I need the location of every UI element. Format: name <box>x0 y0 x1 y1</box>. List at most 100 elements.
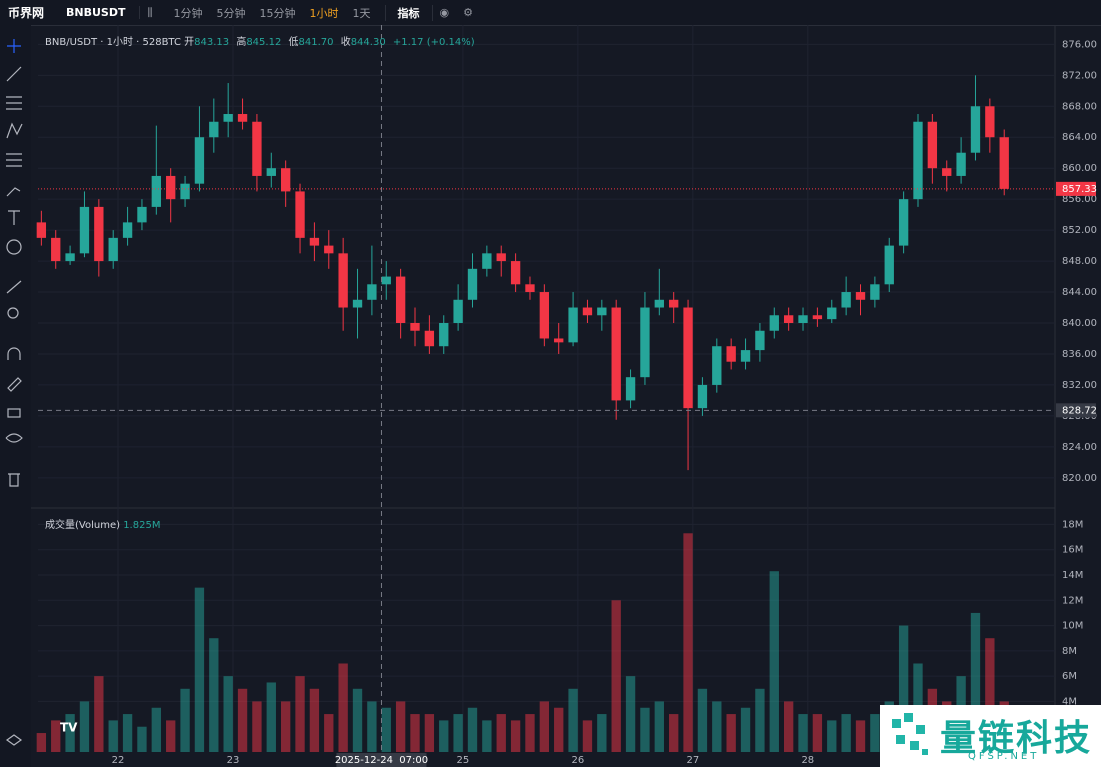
volume-bar <box>769 571 779 752</box>
y-tick-label: 876.00 <box>1062 39 1097 50</box>
candle-body <box>726 346 736 362</box>
candle-body <box>654 299 664 308</box>
volume-bar <box>65 714 75 752</box>
volume-bar <box>223 676 233 752</box>
watermark: 量链科技 QFSP.NET <box>880 705 1101 767</box>
watermark-title: 量链科技 <box>940 718 1093 759</box>
volume-bar <box>855 720 866 752</box>
volume-bar <box>525 714 535 752</box>
candle-body <box>841 292 851 308</box>
candle-body <box>568 307 578 343</box>
volume-bar <box>482 720 492 752</box>
volume-bar <box>410 714 420 752</box>
interval[interactable]: 15分钟 <box>259 6 296 20</box>
candle-body <box>338 253 348 308</box>
candle-body <box>625 377 636 401</box>
y-tick-label: 856.00 <box>1062 194 1097 205</box>
watermark-logo <box>892 713 928 755</box>
volume-bar <box>898 625 909 752</box>
candle-body <box>740 350 751 362</box>
volume-bar <box>266 682 276 752</box>
y-tick-label: 864.00 <box>1062 132 1097 143</box>
crosshair-time-box <box>336 753 427 767</box>
legend-value: 841.70 <box>298 37 334 48</box>
candle-body <box>597 307 607 316</box>
volume-bar <box>137 726 147 752</box>
candle-body <box>956 152 966 176</box>
watermark-site: QFSP.NET <box>968 751 1040 762</box>
volume-bar <box>395 701 406 752</box>
intervals: 1分钟 5分钟 15分钟 1小时 1天 <box>160 5 385 21</box>
volume-bar <box>755 688 765 752</box>
volume-bar <box>697 688 708 752</box>
candle-body <box>280 168 291 192</box>
candle-body <box>554 338 564 343</box>
candle-body <box>79 206 90 254</box>
candle-body <box>453 299 463 324</box>
candle-body <box>295 191 305 238</box>
interval[interactable]: 1小时 <box>309 6 339 20</box>
candle-body <box>137 206 147 223</box>
chart-type[interactable]: ⫼ <box>147 5 153 19</box>
volume-bar <box>424 714 435 752</box>
indicators[interactable]: 指标 <box>384 4 433 21</box>
candle-body <box>640 307 650 378</box>
volume-bar <box>467 707 478 752</box>
volume-bar <box>453 714 463 752</box>
legend-label: 开 <box>184 37 195 48</box>
volume-bar <box>985 638 995 752</box>
candle-body <box>395 276 406 324</box>
candle-body <box>539 292 550 339</box>
candle-body <box>166 175 176 200</box>
volume-bar <box>539 701 550 752</box>
tv-logo: TV <box>60 721 78 735</box>
volume-tick-label: 12M <box>1062 595 1083 606</box>
candle-body <box>209 121 219 138</box>
candle-body <box>812 315 823 320</box>
interval[interactable]: 5分钟 <box>216 6 246 20</box>
y-tick-label: 868.00 <box>1062 101 1097 112</box>
candle-body <box>884 245 894 285</box>
volume-bar <box>510 720 521 752</box>
volume-bar <box>122 714 133 752</box>
legend: BNB/USDT · 1小时 · 528BTC 开843.13 高845.12 … <box>45 33 479 48</box>
candle-body <box>108 237 118 262</box>
candle-body <box>439 323 449 347</box>
volume-bar <box>94 676 104 752</box>
candle-body <box>870 284 880 300</box>
volume-bar <box>611 600 621 752</box>
candle-body <box>611 307 621 401</box>
side-toolbar <box>0 25 31 767</box>
candle-body <box>970 106 981 153</box>
volume-tick-label: 4M <box>1062 696 1077 707</box>
volume-bar <box>640 707 650 752</box>
x-tick-label: 26 <box>572 755 585 766</box>
interval[interactable]: 1分钟 <box>173 6 203 20</box>
candle-body <box>683 307 693 409</box>
volume-bar <box>108 720 118 752</box>
candle-body <box>913 121 923 200</box>
candle-body <box>783 315 794 324</box>
candle-body <box>65 253 75 262</box>
candle-body <box>525 284 535 293</box>
volume-bar <box>151 707 161 752</box>
candle-body <box>712 346 722 385</box>
candle-body <box>352 299 363 308</box>
candle-body <box>999 137 1009 189</box>
settings[interactable]: ⚙ <box>463 6 474 19</box>
y-tick-label: 852.00 <box>1062 225 1097 236</box>
crosshair-price: 828.72 <box>1062 405 1097 416</box>
chart: 820.00824.00828.00832.00836.00840.00844.… <box>0 25 1097 767</box>
candle-body <box>510 261 521 285</box>
y-tick-label: 840.00 <box>1062 318 1097 329</box>
volume-bar <box>252 701 262 752</box>
candle-body <box>855 292 866 300</box>
interval[interactable]: 1天 <box>352 6 371 20</box>
candle-body <box>898 199 909 246</box>
volume-bar <box>970 612 981 752</box>
volume-tick-label: 18M <box>1062 519 1083 530</box>
symbol[interactable]: BNBUSDT <box>52 6 141 19</box>
snapshot[interactable]: ◉ <box>439 6 450 19</box>
logo: 币界网 <box>8 6 45 20</box>
